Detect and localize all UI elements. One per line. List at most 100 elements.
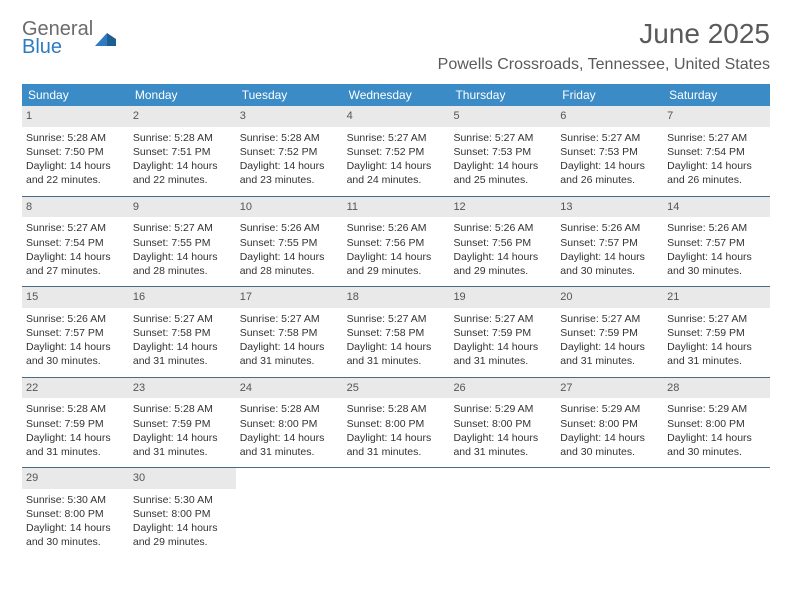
daylight-text: Daylight: 14 hours and 28 minutes. [133,250,232,278]
day-cell: 26Sunrise: 5:29 AMSunset: 8:00 PMDayligh… [449,378,556,468]
sunrise-text: Sunrise: 5:26 AM [347,221,446,235]
sunrise-text: Sunrise: 5:28 AM [347,402,446,416]
logo-mark-icon [95,29,117,47]
sunset-text: Sunset: 7:58 PM [347,326,446,340]
day-number: 26 [449,378,556,399]
daylight-text: Daylight: 14 hours and 22 minutes. [133,159,232,187]
sunrise-text: Sunrise: 5:27 AM [667,312,766,326]
day-number: 20 [556,287,663,308]
day-cell: 16Sunrise: 5:27 AMSunset: 7:58 PMDayligh… [129,287,236,377]
daylight-text: Daylight: 14 hours and 30 minutes. [667,250,766,278]
day-cell: 9Sunrise: 5:27 AMSunset: 7:55 PMDaylight… [129,197,236,287]
sunset-text: Sunset: 8:00 PM [453,417,552,431]
daylight-text: Daylight: 14 hours and 29 minutes. [133,521,232,549]
sunrise-text: Sunrise: 5:27 AM [26,221,125,235]
day-number: 11 [343,197,450,218]
sunset-text: Sunset: 7:52 PM [347,145,446,159]
day-number: 10 [236,197,343,218]
sunrise-text: Sunrise: 5:28 AM [240,131,339,145]
daylight-text: Daylight: 14 hours and 31 minutes. [560,340,659,368]
sunset-text: Sunset: 8:00 PM [26,507,125,521]
sunrise-text: Sunrise: 5:27 AM [667,131,766,145]
sunrise-text: Sunrise: 5:26 AM [240,221,339,235]
month-title: June 2025 [438,18,770,50]
sunset-text: Sunset: 7:58 PM [240,326,339,340]
daylight-text: Daylight: 14 hours and 22 minutes. [26,159,125,187]
day-number: 8 [22,197,129,218]
day-cell: 28Sunrise: 5:29 AMSunset: 8:00 PMDayligh… [663,378,770,468]
sunset-text: Sunset: 7:52 PM [240,145,339,159]
sunrise-text: Sunrise: 5:26 AM [26,312,125,326]
daylight-text: Daylight: 14 hours and 30 minutes. [560,431,659,459]
day-cell: 21Sunrise: 5:27 AMSunset: 7:59 PMDayligh… [663,287,770,377]
daylight-text: Daylight: 14 hours and 26 minutes. [560,159,659,187]
dow-cell: Tuesday [236,84,343,106]
sunset-text: Sunset: 8:00 PM [667,417,766,431]
day-cell: 1Sunrise: 5:28 AMSunset: 7:50 PMDaylight… [22,106,129,196]
sunrise-text: Sunrise: 5:28 AM [133,402,232,416]
day-number: 4 [343,106,450,127]
day-cell: 18Sunrise: 5:27 AMSunset: 7:58 PMDayligh… [343,287,450,377]
day-cell: 25Sunrise: 5:28 AMSunset: 8:00 PMDayligh… [343,378,450,468]
daylight-text: Daylight: 14 hours and 30 minutes. [560,250,659,278]
day-cell: 22Sunrise: 5:28 AMSunset: 7:59 PMDayligh… [22,378,129,468]
sunrise-text: Sunrise: 5:28 AM [26,402,125,416]
sunrise-text: Sunrise: 5:27 AM [240,312,339,326]
dow-cell: Wednesday [343,84,450,106]
dow-cell: Sunday [22,84,129,106]
week-row: 29Sunrise: 5:30 AMSunset: 8:00 PMDayligh… [22,467,770,558]
header: General Blue June 2025 Powells Crossroad… [22,18,770,74]
daylight-text: Daylight: 14 hours and 30 minutes. [26,340,125,368]
day-cell [236,468,343,558]
day-cell [556,468,663,558]
daylight-text: Daylight: 14 hours and 31 minutes. [453,431,552,459]
day-number: 14 [663,197,770,218]
sunset-text: Sunset: 7:56 PM [347,236,446,250]
sunset-text: Sunset: 7:59 PM [133,417,232,431]
dow-cell: Monday [129,84,236,106]
daylight-text: Daylight: 14 hours and 31 minutes. [240,340,339,368]
logo: General Blue [22,18,117,58]
day-number: 16 [129,287,236,308]
daylight-text: Daylight: 14 hours and 25 minutes. [453,159,552,187]
sunset-text: Sunset: 7:53 PM [453,145,552,159]
sunrise-text: Sunrise: 5:28 AM [240,402,339,416]
title-block: June 2025 Powells Crossroads, Tennessee,… [438,18,770,74]
daylight-text: Daylight: 14 hours and 31 minutes. [26,431,125,459]
weeks-container: 1Sunrise: 5:28 AMSunset: 7:50 PMDaylight… [22,106,770,558]
sunrise-text: Sunrise: 5:26 AM [667,221,766,235]
day-cell: 13Sunrise: 5:26 AMSunset: 7:57 PMDayligh… [556,197,663,287]
sunset-text: Sunset: 7:57 PM [26,326,125,340]
week-row: 22Sunrise: 5:28 AMSunset: 7:59 PMDayligh… [22,377,770,468]
day-cell [343,468,450,558]
sunrise-text: Sunrise: 5:30 AM [26,493,125,507]
day-number: 1 [22,106,129,127]
day-cell: 7Sunrise: 5:27 AMSunset: 7:54 PMDaylight… [663,106,770,196]
day-number: 3 [236,106,343,127]
sunset-text: Sunset: 7:59 PM [26,417,125,431]
sunset-text: Sunset: 7:59 PM [560,326,659,340]
sunset-text: Sunset: 7:57 PM [560,236,659,250]
logo-line2: Blue [22,37,93,57]
daylight-text: Daylight: 14 hours and 27 minutes. [26,250,125,278]
daylight-text: Daylight: 14 hours and 31 minutes. [347,431,446,459]
sunrise-text: Sunrise: 5:27 AM [560,131,659,145]
day-number: 2 [129,106,236,127]
daylight-text: Daylight: 14 hours and 31 minutes. [133,340,232,368]
sunset-text: Sunset: 8:00 PM [347,417,446,431]
day-cell: 23Sunrise: 5:28 AMSunset: 7:59 PMDayligh… [129,378,236,468]
day-number: 13 [556,197,663,218]
logo-text: General Blue [22,19,93,57]
day-number: 17 [236,287,343,308]
sunrise-text: Sunrise: 5:27 AM [133,312,232,326]
sunset-text: Sunset: 7:57 PM [667,236,766,250]
sunset-text: Sunset: 7:54 PM [667,145,766,159]
sunset-text: Sunset: 7:59 PM [667,326,766,340]
day-number: 18 [343,287,450,308]
day-cell: 17 Sunrise: 5:27 AMSunset: 7:58 PMDayligh… [236,287,343,377]
daylight-text: Daylight: 14 hours and 31 minutes. [133,431,232,459]
sunrise-text: Sunrise: 5:27 AM [453,131,552,145]
daylight-text: Daylight: 14 hours and 29 minutes. [453,250,552,278]
day-cell: 29Sunrise: 5:30 AMSunset: 8:00 PMDayligh… [22,468,129,558]
day-cell: 4Sunrise: 5:27 AMSunset: 7:52 PMDaylight… [343,106,450,196]
